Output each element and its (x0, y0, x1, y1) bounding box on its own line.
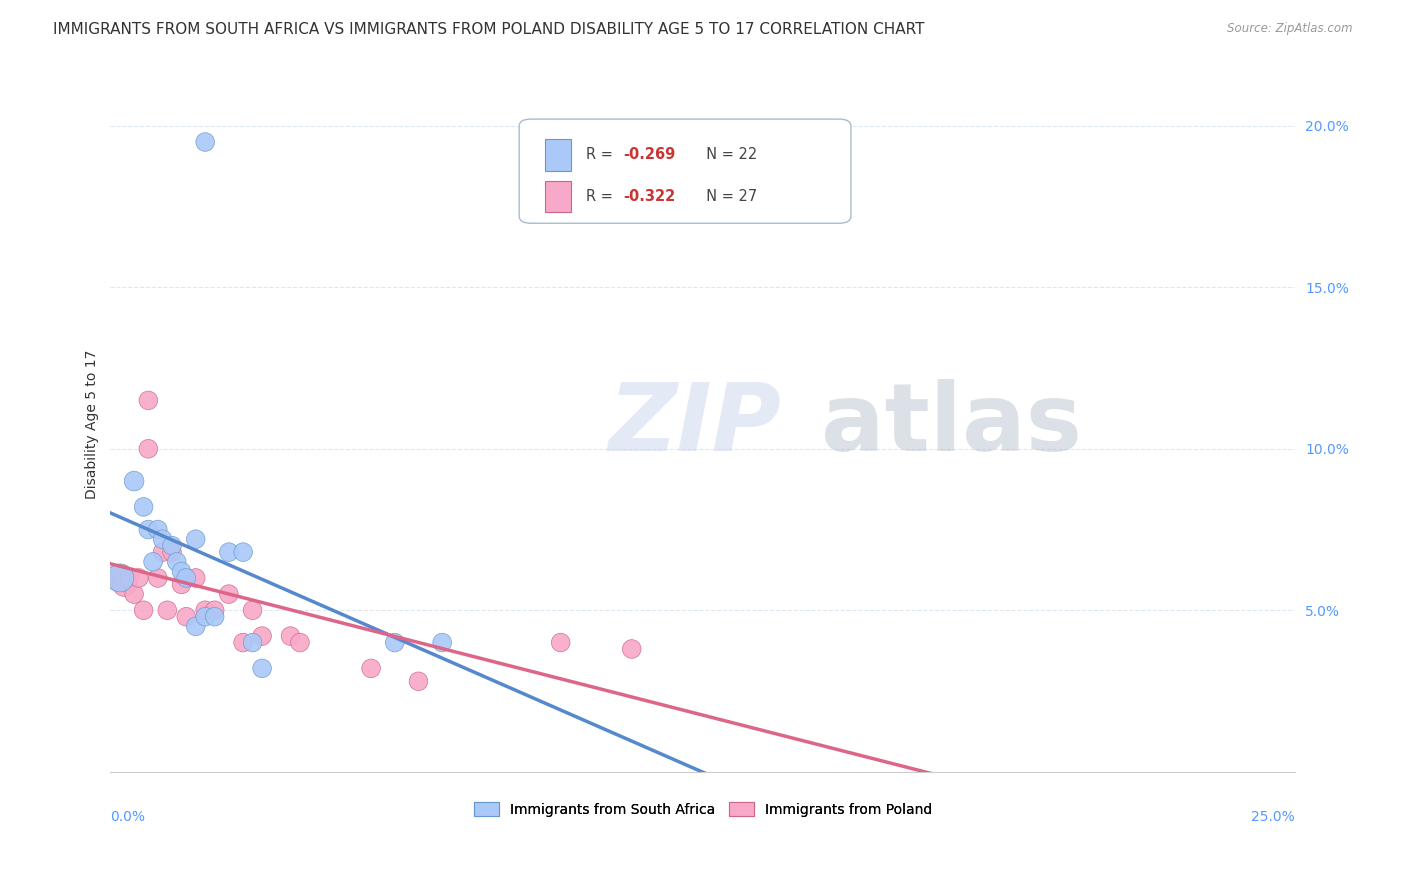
Text: IMMIGRANTS FROM SOUTH AFRICA VS IMMIGRANTS FROM POLAND DISABILITY AGE 5 TO 17 CO: IMMIGRANTS FROM SOUTH AFRICA VS IMMIGRAN… (53, 22, 925, 37)
Point (136, 393, 159, 408)
Point (118, 571, 141, 585)
Point (108, 571, 131, 585)
Point (360, 661, 382, 675)
Point (232, 545, 254, 559)
Legend: Immigrants from South Africa, Immigrants from Poland: Immigrants from South Africa, Immigrants… (467, 795, 939, 824)
Point (250, 629, 273, 643)
Point (146, 523, 169, 537)
Point (122, 587, 145, 601)
Text: Source: ZipAtlas.com: Source: ZipAtlas.com (1227, 22, 1353, 36)
Point (146, 571, 169, 585)
Point (242, 603, 264, 617)
Point (184, 619, 207, 633)
Bar (546, 181, 571, 212)
Point (160, 545, 183, 559)
Point (184, 571, 207, 585)
Point (204, 603, 226, 617)
Point (204, 609, 226, 624)
Point (132, 603, 155, 617)
Point (620, 642, 643, 657)
Point (156, 603, 179, 617)
Point (136, 442, 159, 456)
Point (122, 474, 145, 488)
Bar (546, 139, 571, 170)
Point (170, 565, 193, 579)
Point (174, 571, 197, 585)
Text: R =: R = (585, 189, 617, 204)
Point (288, 635, 311, 649)
Point (152, 545, 174, 559)
Point (108, 571, 131, 585)
Point (136, 523, 159, 537)
Text: -0.322: -0.322 (623, 189, 676, 204)
Point (194, 135, 217, 149)
Point (174, 609, 197, 624)
Point (160, 539, 183, 553)
Point (232, 635, 254, 649)
Point (280, 629, 302, 643)
Point (408, 674, 430, 689)
Point (430, 635, 453, 649)
Text: -0.269: -0.269 (623, 147, 676, 162)
Point (242, 635, 264, 649)
Text: N = 27: N = 27 (697, 189, 758, 204)
Text: atlas: atlas (821, 378, 1083, 471)
Point (550, 635, 572, 649)
Text: 25.0%: 25.0% (1251, 810, 1295, 824)
Point (218, 545, 240, 559)
FancyBboxPatch shape (519, 120, 851, 223)
Point (250, 661, 273, 675)
Point (194, 609, 217, 624)
Point (142, 555, 165, 569)
Point (184, 532, 207, 546)
Point (218, 587, 240, 601)
Text: N = 22: N = 22 (697, 147, 758, 162)
Point (114, 577, 136, 591)
Point (132, 500, 155, 514)
Point (166, 555, 188, 569)
Y-axis label: Disability Age 5 to 17: Disability Age 5 to 17 (86, 350, 100, 500)
Point (152, 532, 174, 546)
Point (170, 577, 193, 591)
Point (194, 603, 217, 617)
Text: R =: R = (585, 147, 617, 162)
Point (128, 571, 150, 585)
Text: ZIP: ZIP (607, 378, 780, 471)
Text: 0.0%: 0.0% (111, 810, 145, 824)
Point (384, 635, 406, 649)
